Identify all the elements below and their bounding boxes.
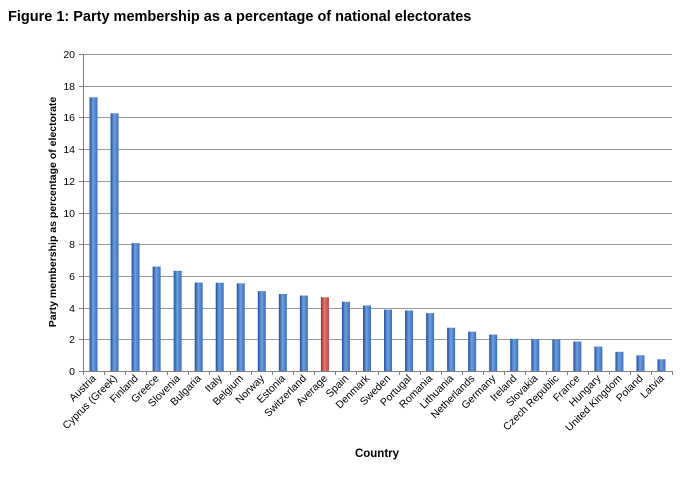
bar (131, 243, 140, 371)
bar (89, 97, 98, 372)
bar (636, 355, 645, 371)
bar (173, 270, 182, 371)
y-tick-label: 18 (63, 81, 75, 93)
bar (552, 339, 561, 371)
bar (447, 327, 456, 371)
bar (215, 282, 224, 371)
bar (341, 301, 350, 371)
y-tick-label: 4 (69, 303, 75, 315)
x-tick-label: Latvia (638, 373, 666, 401)
y-tick-label: 2 (69, 334, 75, 346)
y-tick-label: 20 (63, 49, 75, 61)
axes (79, 54, 673, 375)
y-tick-label: 10 (63, 208, 75, 220)
bar (489, 334, 498, 371)
bar (110, 113, 119, 371)
y-tick-label: 14 (63, 144, 75, 156)
bar (152, 266, 161, 371)
bar (278, 293, 287, 371)
bars (89, 97, 666, 372)
y-tick-label: 12 (63, 176, 75, 188)
bar (426, 313, 435, 371)
y-tick-labels: 0 2 4 6 8 10 12 14 16 18 20 (63, 49, 75, 378)
x-axis-label: Country (354, 448, 400, 460)
bar (468, 331, 477, 371)
bar (257, 291, 266, 371)
y-tick-label: 0 (69, 366, 75, 378)
y-axis-label: Party membership as percentage of electo… (47, 96, 59, 328)
bar (236, 283, 245, 371)
bar (594, 346, 603, 371)
bar (657, 359, 666, 371)
bar (573, 341, 582, 371)
grid-lines (83, 54, 672, 340)
y-tick-label: 16 (63, 112, 75, 124)
bar (362, 305, 371, 371)
figure-title: Figure 1: Party membership as a percenta… (8, 9, 472, 25)
y-tick-label: 8 (69, 239, 75, 251)
bar (405, 310, 414, 371)
bar-average (320, 297, 329, 371)
bar (615, 351, 624, 371)
bar (384, 309, 393, 371)
bar (510, 338, 519, 371)
bar (299, 295, 308, 371)
bar (194, 282, 203, 371)
bar (531, 338, 540, 371)
y-tick-label: 6 (69, 271, 75, 283)
